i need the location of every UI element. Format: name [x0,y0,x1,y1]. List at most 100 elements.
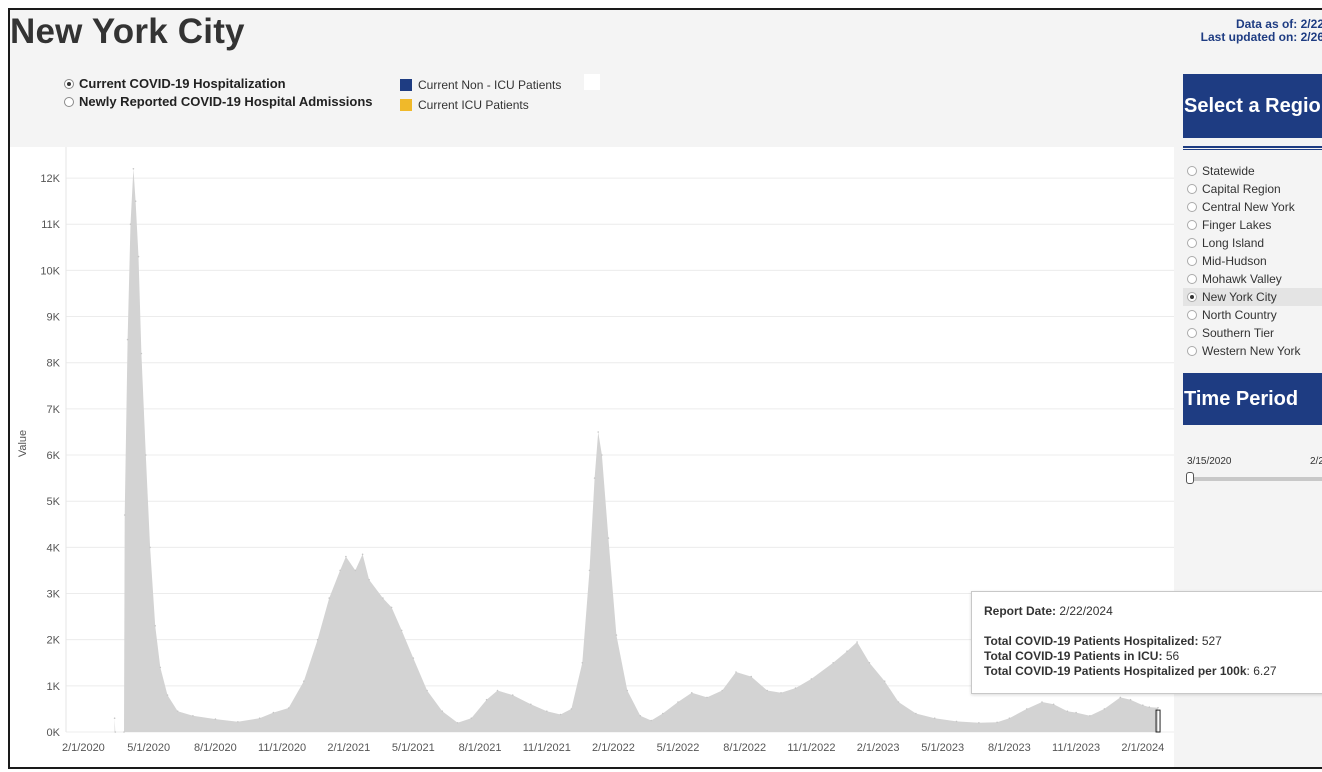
time-slider-track[interactable] [1190,477,1322,481]
data-point [154,625,156,627]
legend-swatch-icu [400,99,412,111]
data-point [1103,708,1106,710]
x-tick-label: 2/1/2022 [592,742,635,754]
data-point [1157,706,1159,709]
data-point [258,717,261,719]
data-point [123,731,125,733]
tooltip-value: 527 [1201,634,1222,648]
data-point [345,555,347,558]
region-option-label: Long Island [1202,236,1265,250]
data-point [400,629,403,632]
time-slider-handle[interactable] [1186,472,1194,484]
radio-unselected-icon[interactable] [1187,238,1197,248]
legend-label: Current ICU Patients [418,98,529,112]
radio-unselected-icon[interactable] [1187,310,1197,320]
radio-unselected-icon[interactable] [1187,220,1197,230]
data-point [113,717,116,719]
data-point [1066,710,1069,712]
data-point [123,514,126,516]
data-point [192,715,194,717]
data-point [883,680,886,682]
data-point [140,352,143,355]
x-tick-label: 5/1/2022 [657,742,700,754]
radio-selected-icon[interactable] [64,78,74,89]
y-tick-label: 0K [47,727,61,739]
data-point [662,712,664,715]
region-option[interactable]: Mohawk Valley [1183,270,1322,288]
tooltip-per-100k: Total COVID-19 Patients Hospitalized per… [984,664,1277,678]
region-option[interactable]: Finger Lakes [1183,216,1322,234]
radio-unselected-icon[interactable] [1187,202,1197,212]
time-period-title: Time Period [1183,373,1322,425]
data-point [1052,703,1055,706]
data-point [721,689,723,692]
slider-end-label: 2/22 [1310,456,1322,467]
data-point [846,650,848,652]
data-point [588,569,591,572]
x-tick-label: 11/1/2023 [1052,742,1100,754]
data-point [1041,701,1043,703]
radio-unselected-icon[interactable] [1187,184,1197,194]
data-point [615,634,618,636]
region-option-label: Capital Region [1202,182,1281,196]
tooltip-hospitalized: Total COVID-19 Patients Hospitalized: 52… [984,634,1322,649]
hospitalization-chart[interactable]: 0K 1K 2K 3K 4K 5K 6K 7K 8K 9K 10K 11K 12K Value 2/1/20… [10,147,1174,769]
x-tick-label: 11/1/2022 [787,742,835,754]
region-option[interactable]: Western New York [1183,342,1322,360]
data-point [1148,706,1151,708]
data-point [868,662,871,664]
measure-option-admissions[interactable]: Newly Reported COVID-19 Hospital Admissi… [64,94,373,109]
data-point [639,715,642,717]
measure-option-label: Current COVID-19 Hospitalization [79,76,286,91]
radio-unselected-icon[interactable] [1187,166,1197,176]
data-point [794,687,797,689]
radio-unselected-icon[interactable] [64,96,74,107]
radio-unselected-icon[interactable] [1187,328,1197,338]
data-point [441,710,444,712]
radio-unselected-icon[interactable] [1187,274,1197,284]
tooltip-label: Report Date: [984,604,1057,618]
measure-option-hospitalization[interactable]: Current COVID-19 Hospitalization [64,76,286,91]
region-option[interactable]: Statewide [1183,162,1322,180]
data-point [1089,715,1091,717]
slider-start-label: 3/15/2020 [1187,456,1232,467]
data-point [237,721,239,723]
data-point [780,692,782,694]
region-option[interactable]: Long Island [1183,234,1322,252]
data-point [593,477,596,479]
data-point [570,708,573,710]
data-point [496,689,499,692]
region-option[interactable]: Central New York [1183,198,1322,216]
region-option[interactable]: New York City [1183,288,1322,306]
data-point [1129,698,1132,701]
radio-unselected-icon[interactable] [1187,346,1197,356]
region-option[interactable]: North Country [1183,306,1322,324]
x-tick-label: 2/1/2023 [857,742,900,754]
x-tick-label: 2/1/2020 [62,742,105,754]
region-option[interactable]: Mid-Hudson [1183,252,1322,270]
y-tick-label: 3K [47,589,61,601]
region-option-label: Finger Lakes [1202,218,1272,232]
y-tick-label: 6K [47,450,61,462]
y-tick-label: 10K [40,265,60,277]
data-point [559,713,562,716]
legend-swatch-non-icu [400,79,412,91]
data-point [159,666,162,669]
y-tick-label: 2K [47,635,61,647]
radio-selected-icon[interactable] [1187,292,1197,302]
region-option[interactable]: Capital Region [1183,180,1322,198]
data-point [650,719,652,722]
data-point [750,675,752,678]
region-option-label: Mid-Hudson [1202,254,1267,268]
data-point [134,200,137,202]
x-tick-label: 5/1/2023 [921,742,964,754]
data-point [597,431,599,433]
tooltip-value: 2/22/2024 [1059,604,1113,618]
radio-unselected-icon[interactable] [1187,256,1197,266]
tooltip-icu: Total COVID-19 Patients in ICU: 56 [984,649,1322,664]
x-tick-label: 8/1/2022 [723,742,766,754]
region-option[interactable]: Southern Tier [1183,324,1322,342]
region-option-label: Western New York [1202,344,1301,358]
data-point [933,717,936,719]
data-point [677,701,679,703]
